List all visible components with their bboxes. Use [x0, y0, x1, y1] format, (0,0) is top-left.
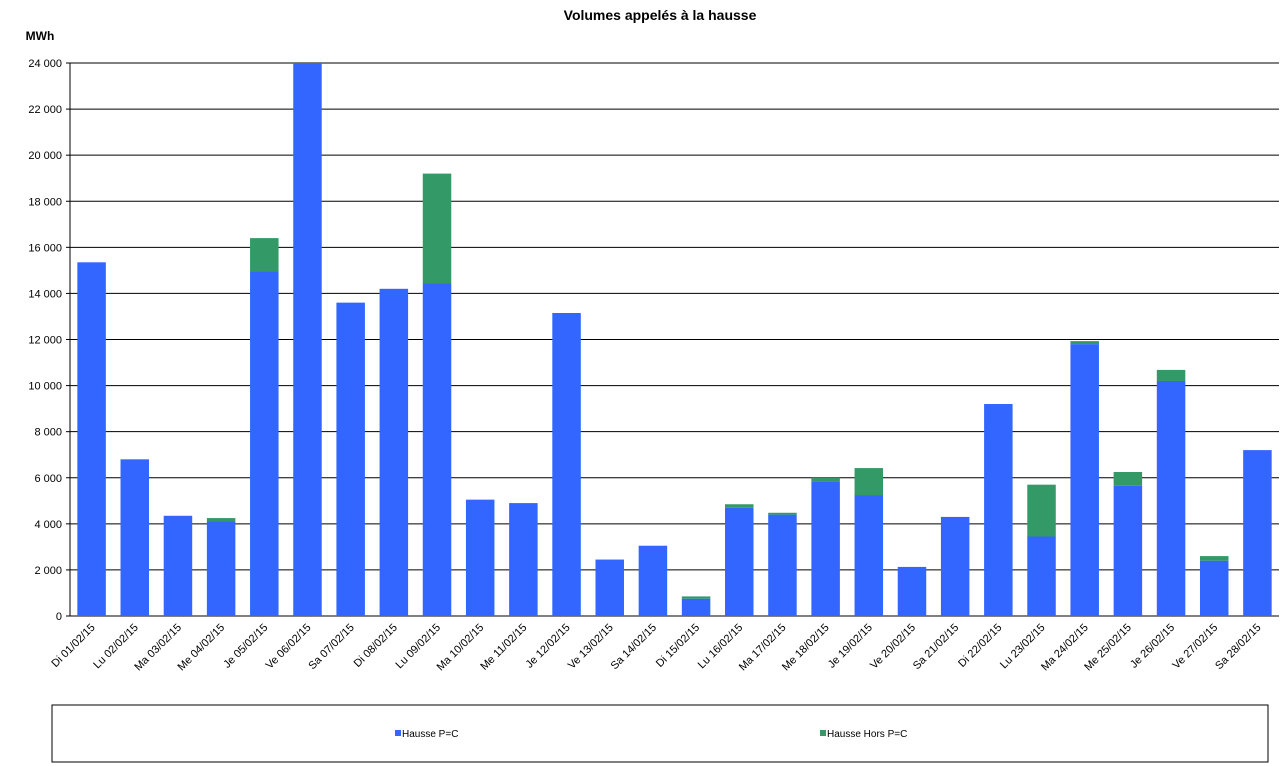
- bar-segment: [1156, 380, 1186, 616]
- bar-segment: [1027, 484, 1056, 537]
- bar-segment: [681, 598, 711, 616]
- bar-segment: [293, 63, 322, 616]
- y-tick-label: 10 000: [28, 381, 62, 393]
- y-axis-label: MWh: [26, 29, 55, 43]
- bar-segment: [206, 521, 236, 616]
- legend-label: Hausse P=C: [402, 729, 458, 740]
- x-tick-label: Sa 14/02/15: [609, 622, 659, 672]
- bar-segment: [250, 238, 279, 272]
- bar-segment: [163, 515, 193, 616]
- y-tick-label: 12 000: [28, 335, 62, 347]
- y-tick-label: 16 000: [28, 242, 62, 254]
- bar-segment: [811, 477, 840, 482]
- legend-label: Hausse Hors P=C: [827, 729, 907, 740]
- y-tick-label: 4 000: [34, 519, 62, 531]
- bar-segment: [984, 404, 1013, 616]
- bar-segment: [379, 288, 409, 616]
- bar-segment: [250, 271, 279, 616]
- bar-segment: [1113, 471, 1143, 486]
- bar-segment: [681, 596, 711, 599]
- legend-swatch: [395, 730, 401, 736]
- bar-segment: [768, 512, 797, 515]
- bar-segment: [725, 504, 754, 508]
- y-tick-label: 2 000: [34, 565, 62, 577]
- bar-segment: [120, 459, 150, 616]
- legend-swatch: [820, 730, 826, 736]
- bar-segment: [897, 566, 927, 616]
- bar-segment: [336, 302, 365, 616]
- y-tick-label: 20 000: [28, 150, 62, 162]
- bar-segment: [206, 518, 236, 522]
- bar-segment: [422, 173, 452, 284]
- bar-segment: [940, 516, 970, 616]
- bar-segment: [1243, 450, 1272, 616]
- bar-segment: [725, 507, 754, 616]
- bar-segment: [854, 495, 884, 616]
- y-tick-label: 14 000: [28, 288, 62, 300]
- y-tick-label: 6 000: [34, 473, 62, 485]
- bar-segment: [552, 313, 581, 616]
- x-tick-label: Sa 07/02/15: [306, 622, 356, 672]
- bar-segment: [465, 499, 495, 616]
- bar-segment: [768, 514, 797, 616]
- bar-segment: [854, 468, 884, 496]
- y-tick-label: 18 000: [28, 196, 62, 208]
- x-tick-label: Sa 21/02/15: [911, 622, 961, 672]
- x-tick-label: Sa 28/02/15: [1213, 622, 1263, 672]
- bar-segment: [1070, 341, 1099, 345]
- bar-segment: [638, 545, 668, 616]
- bar-segment: [1113, 485, 1143, 616]
- x-tick-label: Me 11/02/15: [478, 622, 529, 673]
- bar-segment: [1199, 560, 1229, 616]
- y-tick-label: 24 000: [28, 58, 62, 70]
- chart-title: Volumes appelés à la hausse: [564, 7, 757, 23]
- bar-segment: [1027, 536, 1056, 616]
- bar-segment: [1156, 369, 1186, 381]
- bar-segment: [1199, 556, 1229, 561]
- bar-segment: [595, 559, 624, 616]
- y-tick-label: 22 000: [28, 104, 62, 116]
- bar-segment: [77, 262, 106, 616]
- bar-segment: [422, 283, 452, 616]
- bar-segment: [509, 503, 538, 616]
- legend-box: [51, 704, 1269, 763]
- y-tick-label: 8 000: [34, 427, 62, 439]
- bar-segment: [1070, 344, 1099, 616]
- bar-segment: [811, 481, 840, 616]
- y-tick-label: 0: [56, 611, 62, 623]
